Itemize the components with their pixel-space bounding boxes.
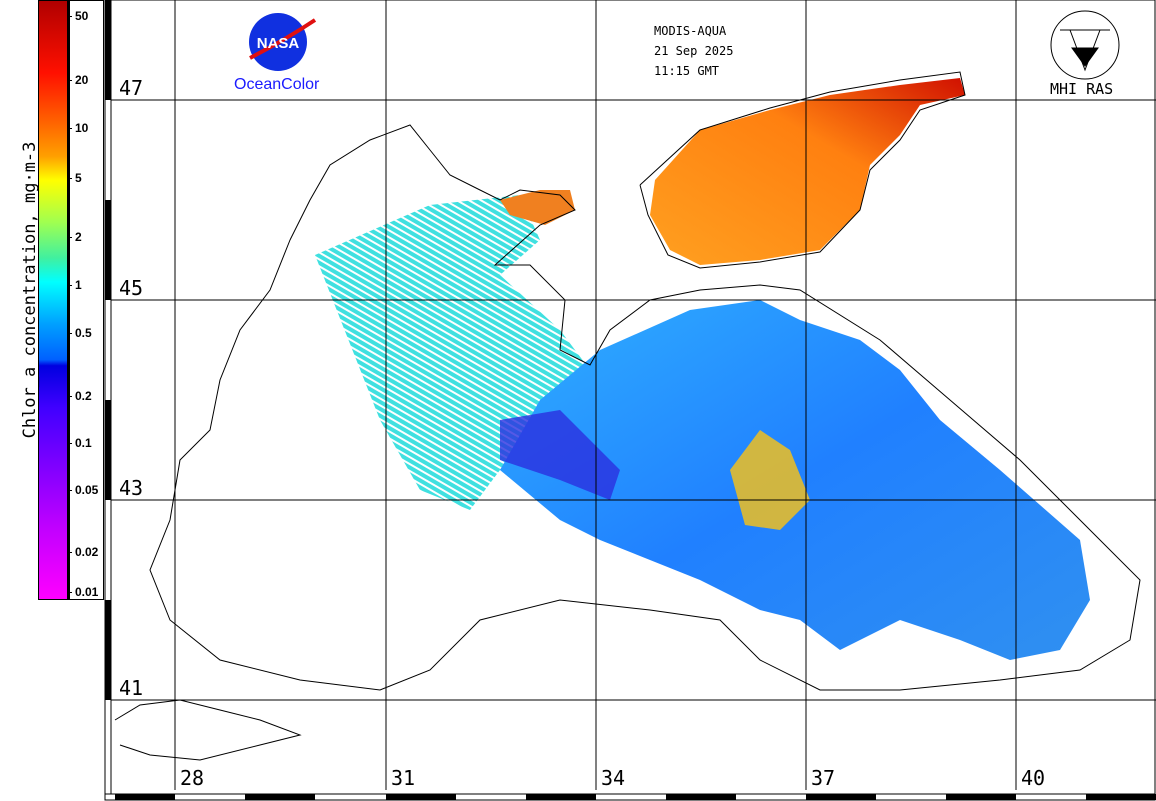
colorbar-title: Chlor_a concentration, mg·m-3 — [20, 141, 40, 439]
colorbar-tick-panel — [68, 0, 104, 600]
colorbar-tick: 10 — [68, 122, 88, 134]
longitude-label: 28 — [180, 766, 205, 790]
date-label: 21 Sep 2025 — [654, 44, 734, 58]
colorbar-gradient — [38, 0, 68, 600]
chlorophyll-azov — [650, 78, 965, 265]
oceancolor-label: OceanColor — [234, 76, 320, 93]
latitude-label: 43 — [119, 476, 144, 500]
colorbar-tick: 0.1 — [68, 437, 92, 449]
longitude-label: 40 — [1021, 766, 1046, 790]
graticule — [105, 0, 1156, 790]
latitude-label: 45 — [119, 276, 144, 300]
colorbar-tick: 0.02 — [68, 546, 98, 558]
colorbar-tick: 5 — [68, 172, 82, 184]
chlorophyll-delta — [500, 190, 575, 225]
colorbar-tick: 2 — [68, 231, 82, 243]
colorbar-tick: 1 — [68, 279, 82, 291]
coastline-black-sea — [149, 124, 1141, 691]
mhi-ras-logo — [1050, 10, 1120, 80]
time-label: 11:15 GMT — [654, 64, 720, 78]
latitude-scale-bar — [104, 0, 112, 801]
nasa-logo-text: NASA — [257, 35, 300, 52]
sensor-label: MODIS-AQUA — [654, 24, 727, 38]
chlorophyll-low-patch — [500, 410, 620, 500]
colorbar-tick: 0.5 — [68, 327, 92, 339]
longitude-label: 31 — [391, 766, 416, 790]
mhi-ras-label: MHI RAS — [1050, 80, 1114, 98]
nasa-logo: NASA — [249, 13, 317, 71]
colorbar-tick: 0.05 — [68, 484, 98, 496]
coastline-azov — [639, 71, 966, 269]
colorbar-tick: 50 — [68, 10, 88, 22]
chlorophyll-bloom — [730, 430, 810, 530]
latitude-label: 47 — [119, 76, 144, 100]
latitude-label: 41 — [119, 676, 144, 700]
colorbar-tick: 20 — [68, 74, 88, 86]
longitude-scale-bar — [104, 793, 1156, 801]
longitude-label: 34 — [601, 766, 626, 790]
colorbar-tick: 0.01 — [68, 586, 98, 598]
longitude-label: 37 — [811, 766, 836, 790]
coastline-marmara — [114, 699, 302, 761]
colorbar-tick: 0.2 — [68, 390, 92, 402]
